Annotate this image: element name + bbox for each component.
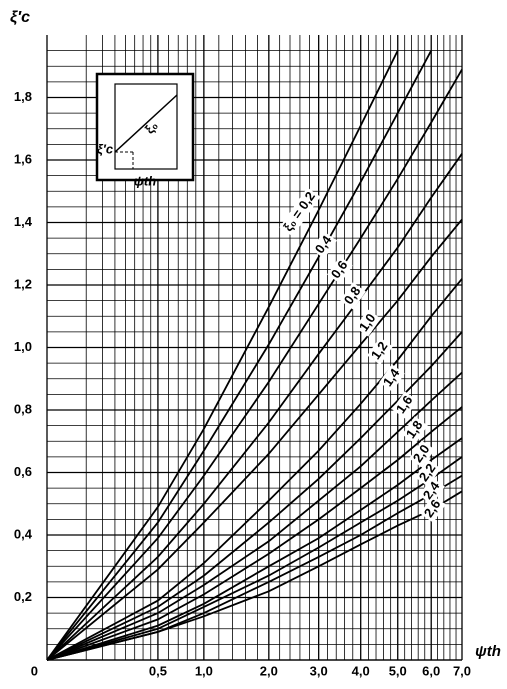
curve-label-group: 2,6 bbox=[420, 495, 446, 523]
curve-label: 1,0 bbox=[356, 311, 379, 334]
x-tick-label: 3,0 bbox=[310, 663, 328, 678]
curve-label-bg bbox=[409, 440, 435, 468]
curve bbox=[46, 474, 463, 661]
x-tick-label: 0,5 bbox=[149, 663, 167, 678]
curve-label: 1,8 bbox=[403, 418, 426, 441]
y-tick-label: 1,0 bbox=[14, 339, 32, 354]
y-tick-label: 1,4 bbox=[14, 214, 33, 229]
curve bbox=[46, 456, 463, 661]
curve-label: 0,8 bbox=[341, 284, 364, 307]
curve-label-bg bbox=[340, 282, 366, 310]
curve-label-bg bbox=[420, 495, 446, 523]
curve bbox=[46, 68, 463, 661]
curve bbox=[46, 153, 463, 661]
x-tick-label: 5,0 bbox=[389, 663, 407, 678]
curve-label-group: 1,8 bbox=[402, 416, 428, 444]
curve bbox=[46, 437, 463, 661]
curve-label-bg bbox=[392, 391, 418, 419]
curve bbox=[46, 218, 463, 661]
curve bbox=[46, 331, 463, 661]
inset-y-label: ξ′c bbox=[97, 141, 114, 156]
y-tick-label: 0 bbox=[31, 663, 38, 678]
curve bbox=[46, 371, 463, 661]
curve-label-bg bbox=[279, 187, 321, 237]
x-tick-label: 1,0 bbox=[195, 663, 213, 678]
curve-label-group: 0,8 bbox=[340, 282, 366, 310]
curve bbox=[46, 406, 463, 661]
curve-label-group: 1,4 bbox=[379, 364, 405, 392]
inset-curve bbox=[114, 94, 178, 153]
y-tick-label: 0,2 bbox=[14, 589, 32, 604]
curve-label: 2,6 bbox=[421, 497, 444, 520]
curve-label: 1,2 bbox=[368, 339, 391, 362]
y-tick-label: 1,8 bbox=[14, 89, 32, 104]
curve-label-group: 2,0 bbox=[409, 440, 435, 468]
curve-label-bg bbox=[419, 477, 445, 505]
x-tick-label: 6,0 bbox=[422, 663, 440, 678]
x-tick-label: 7,0 bbox=[453, 663, 471, 678]
curve-label-bg bbox=[415, 459, 441, 487]
inset-x-label: ψth bbox=[134, 173, 156, 188]
inset-plot bbox=[114, 83, 178, 170]
y-tick-label: 1,6 bbox=[14, 151, 32, 166]
curve bbox=[46, 490, 463, 661]
curve-label-group: 1,0 bbox=[355, 309, 381, 337]
curve-label-bg bbox=[311, 231, 337, 259]
curve bbox=[46, 50, 399, 661]
y-tick-label: 0,6 bbox=[14, 464, 32, 479]
curve-label-bg bbox=[355, 309, 381, 337]
y-axis-label: ξ′c bbox=[10, 9, 30, 26]
x-tick-label: 4,0 bbox=[352, 663, 370, 678]
curve-label-bg bbox=[327, 256, 353, 284]
curve-label: 1,6 bbox=[393, 393, 416, 416]
y-tick-label: 0,4 bbox=[14, 526, 33, 541]
curve-label: 0,6 bbox=[328, 258, 351, 281]
curve-label-group: 0,4 bbox=[311, 231, 337, 259]
x-axis-label: ψth bbox=[475, 643, 501, 660]
curve bbox=[46, 50, 432, 661]
curve-label-group: 1,2 bbox=[367, 337, 393, 365]
curve-label-bg bbox=[379, 364, 405, 392]
curve bbox=[46, 278, 463, 661]
curve-label-group: 1,6 bbox=[392, 391, 418, 419]
curve-label-bg bbox=[402, 416, 428, 444]
y-tick-label: 0,8 bbox=[14, 401, 32, 416]
curve-label-group: 0,6 bbox=[327, 256, 353, 284]
curve-label-group: 2,4 bbox=[419, 477, 445, 505]
x-tick-label: 2,0 bbox=[260, 663, 278, 678]
curve-label-bg bbox=[367, 337, 393, 365]
y-tick-label: 1,2 bbox=[14, 276, 32, 291]
inset: ξ′c ξ₀ ψth bbox=[95, 72, 195, 188]
